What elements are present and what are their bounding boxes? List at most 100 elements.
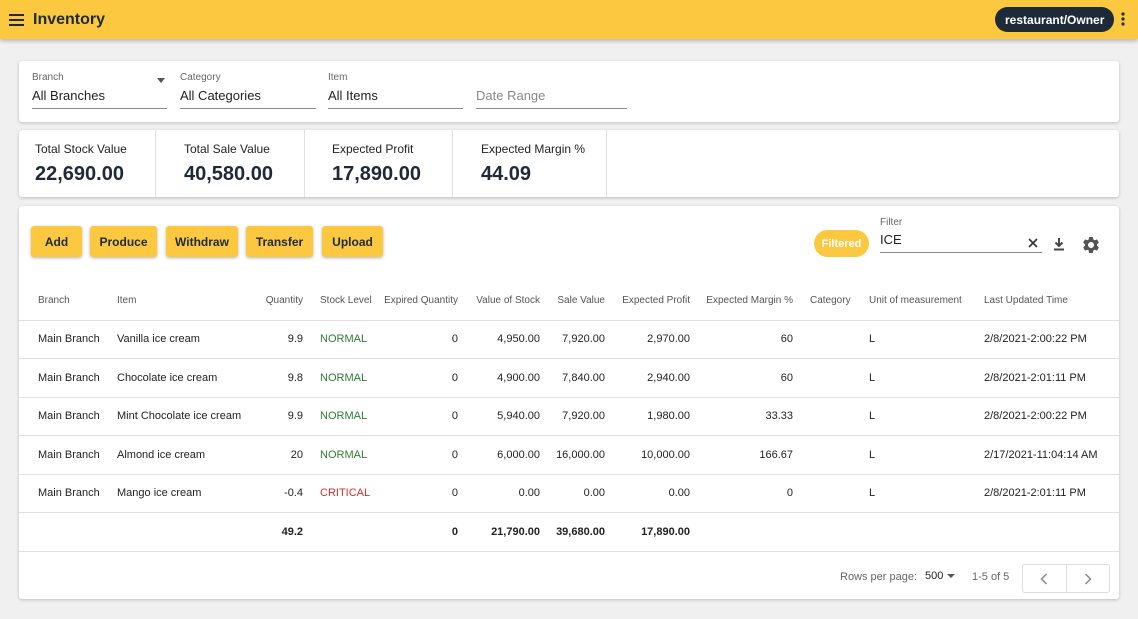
- stat-value: 22,690.00: [35, 163, 124, 185]
- prev-page-button[interactable]: [1023, 565, 1066, 592]
- app-bar: Inventory restaurant/Owner: [0, 0, 1138, 39]
- cell-expired-quantity: 0: [381, 435, 458, 475]
- cell-expired-quantity: 0: [381, 397, 458, 436]
- transfer-button[interactable]: Transfer: [246, 226, 313, 257]
- cell-sale-value: 16,000.00: [540, 435, 605, 475]
- branch-select[interactable]: Branch All Branches: [32, 72, 167, 109]
- inventory-table-panel: Add Produce Withdraw Transfer Upload Fil…: [19, 206, 1119, 599]
- col-header-quantity[interactable]: Quantity: [255, 282, 303, 321]
- cell-category: [793, 358, 851, 398]
- cell-item: Vanilla ice cream: [117, 320, 255, 359]
- account-chip[interactable]: restaurant/Owner: [995, 7, 1115, 32]
- more-vert-icon: [1121, 12, 1125, 26]
- table-row[interactable]: Main Branch Mint Chocolate ice cream 9.9…: [19, 397, 1119, 436]
- cell-branch: Main Branch: [19, 435, 117, 475]
- col-header-unit[interactable]: Unit of measurement: [851, 282, 966, 321]
- filter-input[interactable]: Filter ICE: [880, 217, 1042, 253]
- col-header-sale-value[interactable]: Sale Value: [540, 282, 605, 321]
- stat-value: 17,890.00: [332, 163, 421, 185]
- cell-stock-level: NORMAL: [303, 358, 381, 398]
- total-expired-quantity: 0: [381, 512, 458, 552]
- cell-item: Almond ice cream: [117, 435, 255, 475]
- cell-last-updated: 2/17/2021-11:04:14 AM: [966, 435, 1119, 475]
- cell-stock-level: NORMAL: [303, 435, 381, 475]
- gear-icon: [1083, 236, 1099, 253]
- cell-item: Mint Chocolate ice cream: [117, 397, 255, 436]
- stat-label: Expected Profit: [332, 142, 414, 156]
- col-header-category[interactable]: Category: [793, 282, 851, 321]
- item-select[interactable]: Item All Items: [328, 72, 463, 109]
- table-row[interactable]: Main Branch Mango ice cream -0.4 CRITICA…: [19, 474, 1119, 513]
- table-row[interactable]: Main Branch Almond ice cream 20 NORMAL 0…: [19, 435, 1119, 475]
- cell-last-updated: 2/8/2021-2:01:11 PM: [966, 474, 1119, 513]
- col-header-value-of-stock[interactable]: Value of Stock: [458, 282, 540, 321]
- date-range-field[interactable]: Date Range: [476, 72, 627, 109]
- settings-button[interactable]: [1081, 235, 1101, 255]
- upload-button[interactable]: Upload: [322, 226, 383, 257]
- item-label: Item: [328, 72, 348, 83]
- cell-quantity: -0.4: [255, 474, 303, 513]
- download-button[interactable]: [1050, 235, 1068, 253]
- produce-button[interactable]: Produce: [90, 226, 157, 257]
- cell-branch: Main Branch: [19, 320, 117, 359]
- table-row[interactable]: Main Branch Vanilla ice cream 9.9 NORMAL…: [19, 320, 1119, 359]
- cell-expired-quantity: 0: [381, 358, 458, 398]
- total-sale-value-stat: Total Sale Value 40,580.00: [168, 130, 305, 197]
- page-nav: [1022, 564, 1110, 593]
- total-expected-profit: 17,890.00: [605, 512, 690, 552]
- cell-sale-value: 0.00: [540, 474, 605, 513]
- cell-value-of-stock: 5,940.00: [458, 397, 540, 436]
- pagination: Rows per page: 500 1-5 of 5: [19, 558, 1119, 598]
- expected-profit-stat: Expected Profit 17,890.00: [316, 130, 453, 197]
- menu-button[interactable]: [2, 0, 32, 39]
- total-quantity: 49.2: [255, 512, 303, 552]
- col-header-expected-margin[interactable]: Expected Margin %: [690, 282, 793, 321]
- col-header-expired-quantity[interactable]: Expired Quantity: [381, 282, 458, 321]
- col-header-branch[interactable]: Branch: [19, 282, 117, 321]
- rows-per-page-select[interactable]: 500: [925, 570, 956, 582]
- chevron-down-icon: [157, 78, 165, 83]
- cell-category: [793, 397, 851, 436]
- col-header-stock-level[interactable]: Stock Level: [303, 282, 381, 321]
- stat-label: Expected Margin %: [481, 142, 586, 156]
- more-menu-button[interactable]: [1114, 8, 1132, 30]
- col-header-expected-profit[interactable]: Expected Profit: [605, 282, 690, 321]
- cell-expected-profit: 0.00: [605, 474, 690, 513]
- cell-last-updated: 2/8/2021-2:00:22 PM: [966, 320, 1119, 359]
- rows-per-page-label: Rows per page:: [840, 571, 918, 583]
- menu-icon: [9, 13, 24, 26]
- cell-expected-margin: 0: [690, 474, 793, 513]
- cell-expected-margin: 60: [690, 358, 793, 398]
- branch-label: Branch: [32, 72, 64, 83]
- filtered-badge[interactable]: Filtered: [814, 230, 869, 257]
- cell-quantity: 20: [255, 435, 303, 475]
- filter-label: Filter: [880, 217, 903, 228]
- cell-unit: L: [851, 320, 966, 359]
- clear-filter-button[interactable]: [1025, 235, 1041, 251]
- chevron-right-icon: [1084, 572, 1092, 585]
- table-header-row: Branch Item Quantity Stock Level Expired…: [19, 282, 1119, 321]
- stat-label: Total Sale Value: [184, 142, 270, 156]
- cell-sale-value: 7,840.00: [540, 358, 605, 398]
- cell-value-of-stock: 4,950.00: [458, 320, 540, 359]
- withdraw-button[interactable]: Withdraw: [166, 226, 238, 257]
- col-header-last-updated[interactable]: Last Updated Time: [966, 282, 1119, 321]
- cell-expired-quantity: 0: [381, 474, 458, 513]
- cell-quantity: 9.9: [255, 320, 303, 359]
- next-page-button[interactable]: [1065, 565, 1110, 592]
- cell-expected-profit: 2,970.00: [605, 320, 690, 359]
- add-button[interactable]: Add: [31, 226, 82, 257]
- totals-row: 49.2 0 21,790.00 39,680.00 17,890.00: [19, 512, 1119, 552]
- cell-category: [793, 320, 851, 359]
- cell-expected-profit: 10,000.00: [605, 435, 690, 475]
- page-range: 1-5 of 5: [972, 571, 1010, 583]
- category-select[interactable]: Category All Categories: [180, 72, 316, 109]
- total-value-of-stock: 21,790.00: [458, 512, 540, 552]
- stat-value: 44.09: [481, 163, 532, 185]
- chevron-down-icon: [947, 574, 956, 578]
- table-row[interactable]: Main Branch Chocolate ice cream 9.8 NORM…: [19, 358, 1119, 398]
- date-range-placeholder: Date Range: [476, 88, 546, 103]
- expected-margin-stat: Expected Margin % 44.09: [465, 130, 607, 197]
- col-header-item[interactable]: Item: [117, 282, 255, 321]
- cell-category: [793, 435, 851, 475]
